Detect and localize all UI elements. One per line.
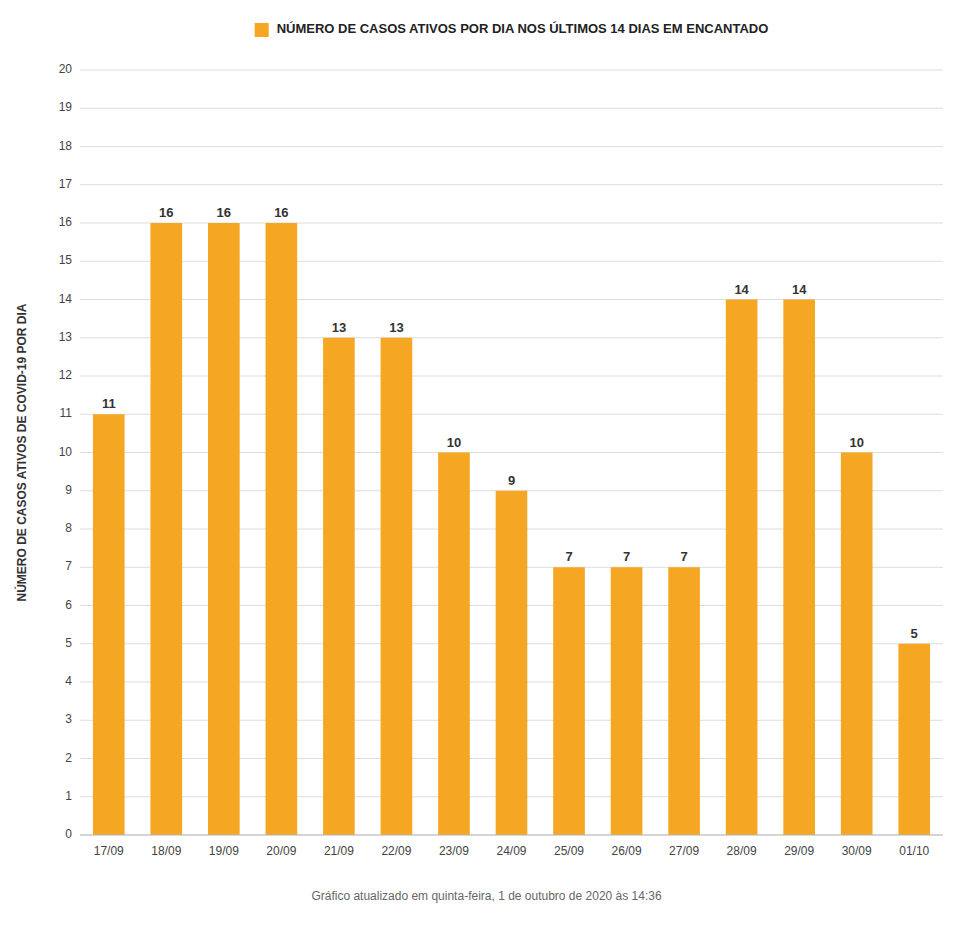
data-label: 7 — [565, 549, 572, 564]
data-label: 13 — [389, 320, 403, 335]
x-tick-label: 20/09 — [266, 844, 296, 858]
bar — [726, 300, 758, 836]
x-axis-line — [80, 835, 943, 836]
data-label: 11 — [102, 396, 116, 411]
legend-label: NÚMERO DE CASOS ATIVOS POR DIA NOS ÚLTIM… — [277, 21, 769, 36]
legend-swatch — [255, 23, 269, 37]
x-tick-label: 21/09 — [324, 844, 354, 858]
data-label: 10 — [447, 435, 461, 450]
data-label: 16 — [274, 205, 288, 220]
y-tick-label: 17 — [59, 177, 73, 191]
data-label: 13 — [332, 320, 346, 335]
x-tick-label: 18/09 — [151, 844, 181, 858]
data-label: 9 — [508, 473, 515, 488]
y-tick-label: 9 — [65, 483, 72, 497]
y-tick-label: 19 — [59, 100, 73, 114]
bar — [553, 567, 585, 835]
x-tick-label: 01/10 — [899, 844, 929, 858]
y-tick-label: 13 — [59, 330, 73, 344]
y-tick-label: 8 — [65, 521, 72, 535]
data-label: 7 — [623, 549, 630, 564]
y-tick-label: 2 — [65, 751, 72, 765]
bar — [150, 223, 182, 835]
x-tick-label: 24/09 — [496, 844, 526, 858]
y-tick-label: 6 — [65, 598, 72, 612]
x-tick-label: 30/09 — [842, 844, 872, 858]
y-axis-label: NÚMERO DE CASOS ATIVOS DE COVID-19 POR D… — [14, 303, 29, 601]
data-label: 14 — [734, 282, 749, 297]
y-tick-label: 3 — [65, 712, 72, 726]
x-tick-label: 22/09 — [381, 844, 411, 858]
data-labels: 11 16 16 16 13 13 10 9 7 7 7 14 14 10 5 — [102, 205, 918, 641]
bar — [841, 453, 873, 836]
bar — [266, 223, 298, 835]
y-tick-label: 20 — [59, 62, 73, 76]
y-tick-label: 1 — [65, 789, 72, 803]
chart-svg: 0123456789101112131415161718192011161616… — [0, 0, 973, 925]
grid-line — [80, 108, 943, 109]
y-axis: 01234567891011121314151617181920 — [59, 62, 73, 841]
y-tick-label: 14 — [59, 292, 73, 306]
y-tick-label: 11 — [60, 406, 73, 420]
y-tick-label: 7 — [65, 559, 72, 573]
bar — [783, 300, 815, 836]
y-tick-label: 12 — [59, 368, 73, 382]
x-tick-label: 17/09 — [94, 844, 124, 858]
bar — [208, 223, 240, 835]
legend: NÚMERO DE CASOS ATIVOS POR DIA NOS ÚLTIM… — [255, 21, 769, 37]
x-tick-label: 26/09 — [612, 844, 642, 858]
y-tick-label: 0 — [65, 827, 72, 841]
chart-container: 0123456789101112131415161718192011161616… — [0, 0, 973, 925]
data-label: 7 — [680, 549, 687, 564]
x-tick-label: 29/09 — [784, 844, 814, 858]
grid-line — [80, 70, 943, 71]
y-tick-label: 4 — [65, 674, 72, 688]
bar — [668, 567, 700, 835]
x-tick-label: 25/09 — [554, 844, 584, 858]
grid-line — [80, 835, 943, 836]
footer-annotation: Gráfico atualizado em quinta-feira, 1 de… — [311, 889, 662, 903]
y-tick-label: 18 — [59, 139, 73, 153]
data-label: 10 — [849, 435, 863, 450]
y-tick-label: 5 — [65, 636, 72, 650]
bar — [438, 453, 470, 836]
x-tick-label: 28/09 — [727, 844, 757, 858]
y-tick-label: 15 — [59, 253, 73, 267]
grid — [80, 70, 943, 835]
bar — [323, 338, 355, 835]
grid-line — [80, 146, 943, 147]
x-tick-label: 23/09 — [439, 844, 469, 858]
grid-line — [80, 184, 943, 185]
x-axis: 17/09 18/09 19/09 20/09 21/09 22/09 23/09 24/09… — [80, 835, 943, 858]
data-label: 5 — [911, 626, 918, 641]
data-label: 16 — [159, 205, 173, 220]
x-tick-label: 19/09 — [209, 844, 239, 858]
x-tick-label: 27/09 — [669, 844, 699, 858]
bar — [381, 338, 413, 835]
data-label: 14 — [792, 282, 807, 297]
data-label: 16 — [217, 205, 231, 220]
bar — [93, 414, 125, 835]
bar — [898, 644, 930, 835]
y-tick-label: 10 — [59, 445, 73, 459]
bars — [93, 223, 930, 835]
bar — [496, 491, 528, 835]
bar — [611, 567, 643, 835]
y-tick-label: 16 — [59, 215, 73, 229]
